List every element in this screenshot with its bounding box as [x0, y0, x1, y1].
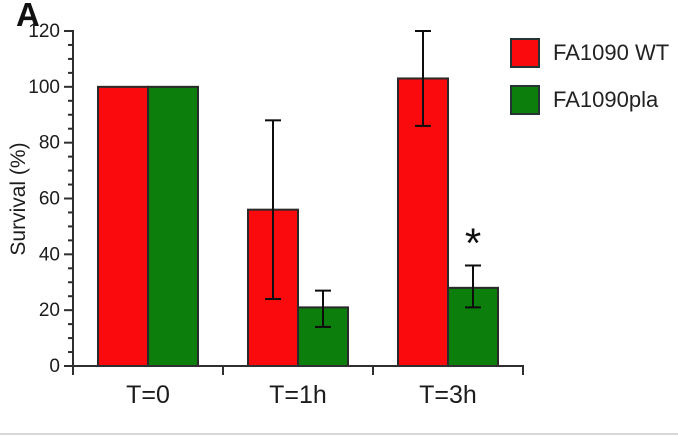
y-tick-label-80: 80	[39, 133, 60, 154]
legend-swatch-pla	[510, 85, 540, 115]
x-tick-label-T=3h: T=3h	[419, 381, 477, 409]
x-tick-label-T=0: T=0	[126, 381, 170, 409]
legend-label-wt: FA1090 WT	[553, 40, 670, 65]
y-tick-label-40: 40	[39, 244, 60, 265]
significance-asterisk: *	[465, 220, 481, 267]
legend-item-wt: FA1090 WT	[510, 38, 669, 68]
x-tick-label-T=1h: T=1h	[269, 381, 327, 409]
legend-swatch-wt	[510, 38, 540, 68]
legend-item-pla: FA1090pla	[510, 85, 669, 115]
figure-bottom-rule	[0, 433, 678, 435]
y-tick-label-20: 20	[39, 300, 60, 321]
bar-FA1090pla-T=0	[147, 85, 199, 367]
bar-FA1090-WT-T=0	[97, 85, 149, 367]
panel-label: A	[16, 0, 40, 33]
legend-label-pla: FA1090pla	[553, 87, 659, 112]
y-tick-label-100: 100	[28, 77, 60, 98]
y-tick-label-0: 0	[49, 356, 60, 377]
legend: FA1090 WT FA1090pla	[510, 38, 669, 132]
y-tick-label-120: 120	[28, 21, 60, 42]
y-tick-label-60: 60	[39, 189, 60, 210]
